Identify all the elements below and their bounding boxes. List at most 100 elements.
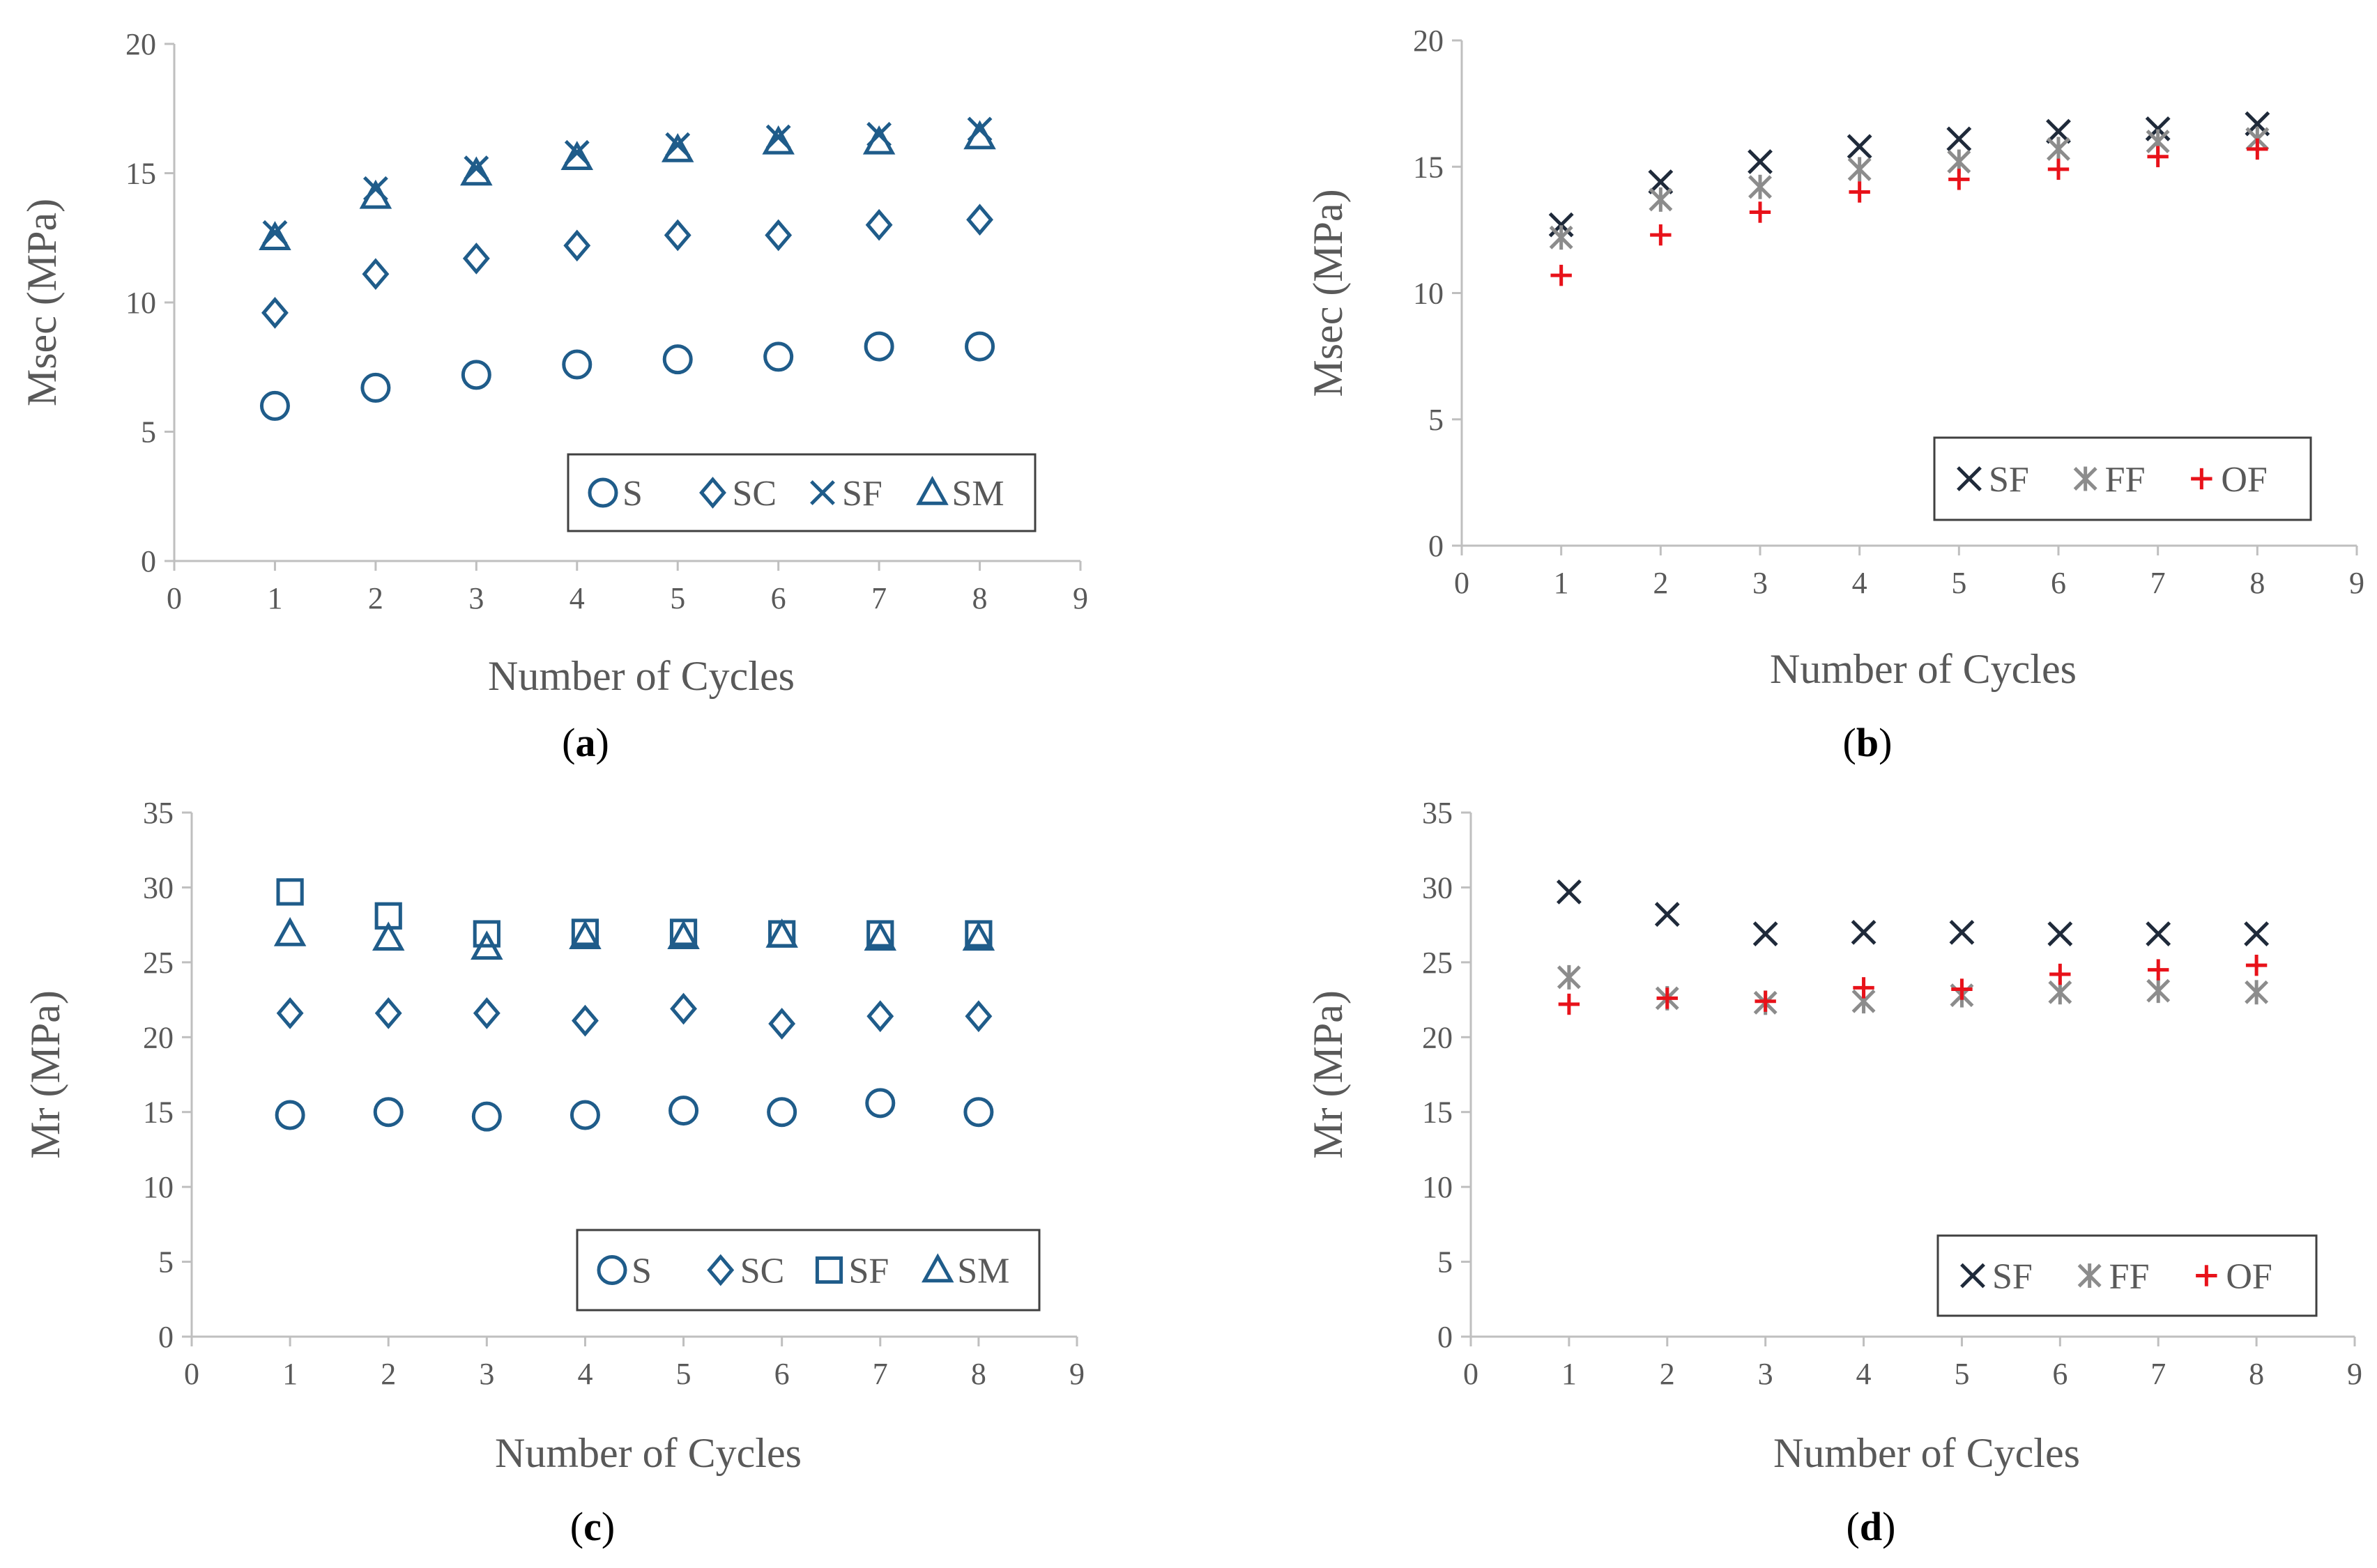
data-point-sc-5 bbox=[670, 992, 697, 1025]
x-tick-label: 6 bbox=[2051, 566, 2066, 600]
data-point-sf-4 bbox=[1847, 134, 1872, 160]
legend-marker-sf bbox=[1960, 1263, 1985, 1289]
data-point-s-6 bbox=[767, 1097, 797, 1128]
data-point-s-1 bbox=[259, 390, 290, 421]
data-point-s-7 bbox=[864, 331, 894, 362]
legend-marker-sc bbox=[699, 477, 726, 509]
x-tick-label: 3 bbox=[479, 1357, 494, 1391]
x-tick-label: 8 bbox=[2249, 566, 2265, 600]
y-tick-label: 15 bbox=[1422, 1096, 1453, 1130]
x-tick-label: 4 bbox=[577, 1357, 593, 1391]
legend-marker-s bbox=[597, 1255, 627, 1285]
data-point-of-6 bbox=[2049, 963, 2071, 985]
x-tick-label: 6 bbox=[2052, 1357, 2068, 1391]
data-point-s-4 bbox=[562, 349, 593, 380]
legend: S SC SF SM bbox=[567, 453, 1037, 532]
data-point-sf-1 bbox=[1556, 879, 1582, 905]
data-point-sm-1 bbox=[259, 221, 291, 250]
legend-marker-sm bbox=[922, 1253, 954, 1283]
y-axis-title: Mr (MPa) bbox=[1305, 990, 1351, 1159]
data-point-ff-7 bbox=[2146, 978, 2171, 1004]
data-point-sm-8 bbox=[962, 921, 995, 951]
x-tick-label: 9 bbox=[1069, 1357, 1085, 1391]
x-tick-label: 0 bbox=[167, 581, 182, 615]
x-tick-label: 4 bbox=[1852, 566, 1867, 600]
y-tick-label: 20 bbox=[143, 1020, 174, 1054]
data-point-ff-8 bbox=[2245, 980, 2269, 1005]
data-point-sm-3 bbox=[460, 156, 493, 186]
data-point-ff-3 bbox=[1748, 174, 1772, 199]
y-tick-label: 30 bbox=[1422, 870, 1453, 905]
legend-label-sm: SM bbox=[952, 474, 1004, 514]
x-tick-label: 0 bbox=[1463, 1357, 1478, 1391]
data-point-s-4 bbox=[570, 1100, 600, 1130]
data-point-ff-1 bbox=[1549, 225, 1573, 250]
data-point-sm-2 bbox=[372, 921, 405, 951]
legend-label-sc: SC bbox=[733, 474, 777, 514]
legend-marker-ff bbox=[2073, 466, 2097, 491]
x-tick-label: 5 bbox=[1954, 1357, 1969, 1391]
y-tick-label: 5 bbox=[158, 1245, 174, 1279]
x-tick-label: 2 bbox=[368, 581, 383, 615]
y-tick-label: 20 bbox=[125, 27, 156, 61]
x-tick-label: 6 bbox=[771, 581, 786, 615]
data-point-sc-1 bbox=[261, 296, 289, 329]
x-tick-label: 0 bbox=[184, 1357, 199, 1391]
y-tick-label: 15 bbox=[1413, 150, 1444, 184]
data-point-sm-3 bbox=[471, 930, 503, 960]
y-axis-title: Mr (MPa) bbox=[22, 990, 68, 1159]
data-point-sm-6 bbox=[762, 125, 795, 155]
data-point-sc-2 bbox=[374, 997, 402, 1029]
x-tick-label: 1 bbox=[1561, 1357, 1577, 1391]
data-point-sf-4 bbox=[1851, 919, 1877, 945]
data-point-of-5 bbox=[1951, 978, 1973, 1000]
panel-caption: (c) bbox=[570, 1504, 615, 1549]
legend: S SC SF SM bbox=[576, 1229, 1041, 1312]
legend-marker-sm bbox=[916, 475, 949, 505]
data-point-sf-8 bbox=[2244, 921, 2270, 946]
data-point-sf-5 bbox=[1946, 126, 1972, 152]
y-tick-label: 35 bbox=[143, 796, 174, 830]
legend-marker-ff bbox=[2077, 1263, 2102, 1288]
data-point-sf-2 bbox=[1654, 902, 1680, 928]
data-point-sc-5 bbox=[664, 219, 691, 252]
data-point-of-4 bbox=[1849, 181, 1870, 203]
legend-marker-sf bbox=[1957, 466, 1982, 491]
data-point-sm-6 bbox=[765, 918, 798, 948]
legend-label-of: OF bbox=[2226, 1257, 2272, 1297]
x-tick-label: 7 bbox=[873, 1357, 888, 1391]
legend-marker-sc bbox=[707, 1254, 735, 1286]
data-point-of-4 bbox=[1853, 977, 1874, 999]
data-point-s-8 bbox=[963, 1097, 994, 1128]
data-point-of-7 bbox=[2148, 959, 2169, 981]
chart-panel-d: 0 5 10 15 20 25 30 35 0 1 2 3 4 5 6 7 8 9 Number of Cycles… bbox=[1305, 796, 2362, 1549]
data-point-ff-6 bbox=[2047, 137, 2070, 162]
data-point-of-2 bbox=[1650, 224, 1672, 246]
data-point-sc-3 bbox=[473, 997, 500, 1029]
data-point-sm-7 bbox=[862, 125, 896, 155]
data-point-ff-1 bbox=[1557, 964, 1581, 990]
legend-marker-sf bbox=[810, 480, 835, 505]
x-axis-title: Number of Cycles bbox=[495, 1430, 802, 1476]
x-tick-label: 3 bbox=[1752, 566, 1768, 600]
y-tick-label: 10 bbox=[143, 1170, 174, 1204]
y-tick-label: 15 bbox=[125, 157, 156, 191]
legend-label-ff: FF bbox=[2105, 460, 2146, 500]
data-point-sc-8 bbox=[966, 203, 993, 236]
data-point-sc-7 bbox=[866, 1000, 894, 1033]
data-point-of-3 bbox=[1749, 201, 1771, 223]
y-tick-label: 5 bbox=[1428, 403, 1444, 437]
legend-marker-of bbox=[2191, 468, 2212, 490]
x-tick-label: 0 bbox=[1454, 566, 1469, 600]
x-tick-label: 7 bbox=[2150, 566, 2166, 600]
data-point-of-6 bbox=[2047, 158, 2070, 180]
y-tick-label: 25 bbox=[143, 946, 174, 980]
x-tick-label: 8 bbox=[2249, 1357, 2264, 1391]
data-point-sc-7 bbox=[865, 208, 893, 241]
x-tick-label: 9 bbox=[2349, 566, 2364, 600]
data-point-ff-4 bbox=[1847, 157, 1872, 182]
x-tick-label: 5 bbox=[676, 1357, 691, 1391]
y-tick-label: 0 bbox=[1428, 529, 1444, 563]
legend-label-sf: SF bbox=[849, 1252, 889, 1291]
